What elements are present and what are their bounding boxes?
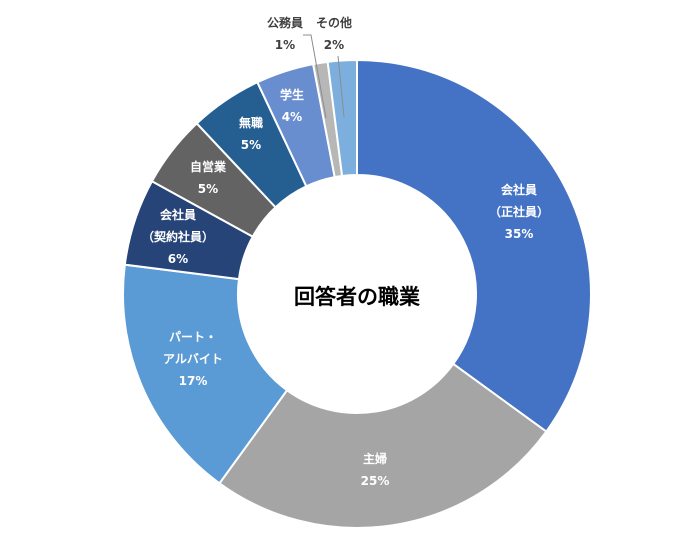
data-label-5: 無職 5%	[239, 112, 263, 156]
label-category: 会社員	[159, 208, 197, 222]
label-percent: 5%	[197, 182, 219, 196]
label-category: パート・	[168, 330, 218, 344]
data-label-4: 自営業 5%	[190, 156, 226, 200]
slice-0	[356, 58, 592, 433]
label-category: 主婦	[362, 452, 388, 466]
label-category: 無職	[238, 116, 264, 130]
label-category: 自営業	[189, 160, 227, 174]
label-percent: 4%	[281, 110, 303, 124]
label-category: その他	[315, 16, 353, 30]
label-percent: 5%	[240, 138, 262, 152]
label-percent: 2%	[323, 38, 345, 52]
leader-line-7	[303, 34, 327, 119]
label-category: （契約社員）	[141, 230, 215, 244]
data-label-0: 会社員 （正社員） 35%	[489, 179, 549, 245]
label-category: 会社員	[500, 183, 538, 197]
slice-1	[218, 362, 548, 529]
label-percent: 25%	[360, 474, 390, 488]
label-percent: 1%	[274, 38, 296, 52]
label-percent: 35%	[504, 227, 534, 241]
data-label-1: 主婦 25%	[361, 448, 390, 492]
data-label-7: 公務員 1%	[267, 12, 303, 56]
label-category: （正社員）	[488, 205, 550, 219]
chart-title: 回答者の職業	[294, 285, 420, 309]
label-category: 学生	[279, 88, 305, 102]
label-category: アルバイト	[163, 352, 223, 366]
data-label-8: その他 2%	[316, 12, 352, 56]
slice-8	[326, 58, 358, 178]
leader-line-8	[337, 55, 345, 118]
label-percent: 6%	[167, 252, 189, 266]
label-category: 公務員	[266, 16, 304, 30]
label-percent: 17%	[178, 374, 208, 388]
slice-2	[122, 263, 289, 485]
data-label-2: パート・アルバイト 17%	[163, 326, 223, 392]
data-label-6: 学生 4%	[280, 84, 304, 128]
data-label-3: 会社員 （契約社員） 6%	[142, 204, 214, 270]
